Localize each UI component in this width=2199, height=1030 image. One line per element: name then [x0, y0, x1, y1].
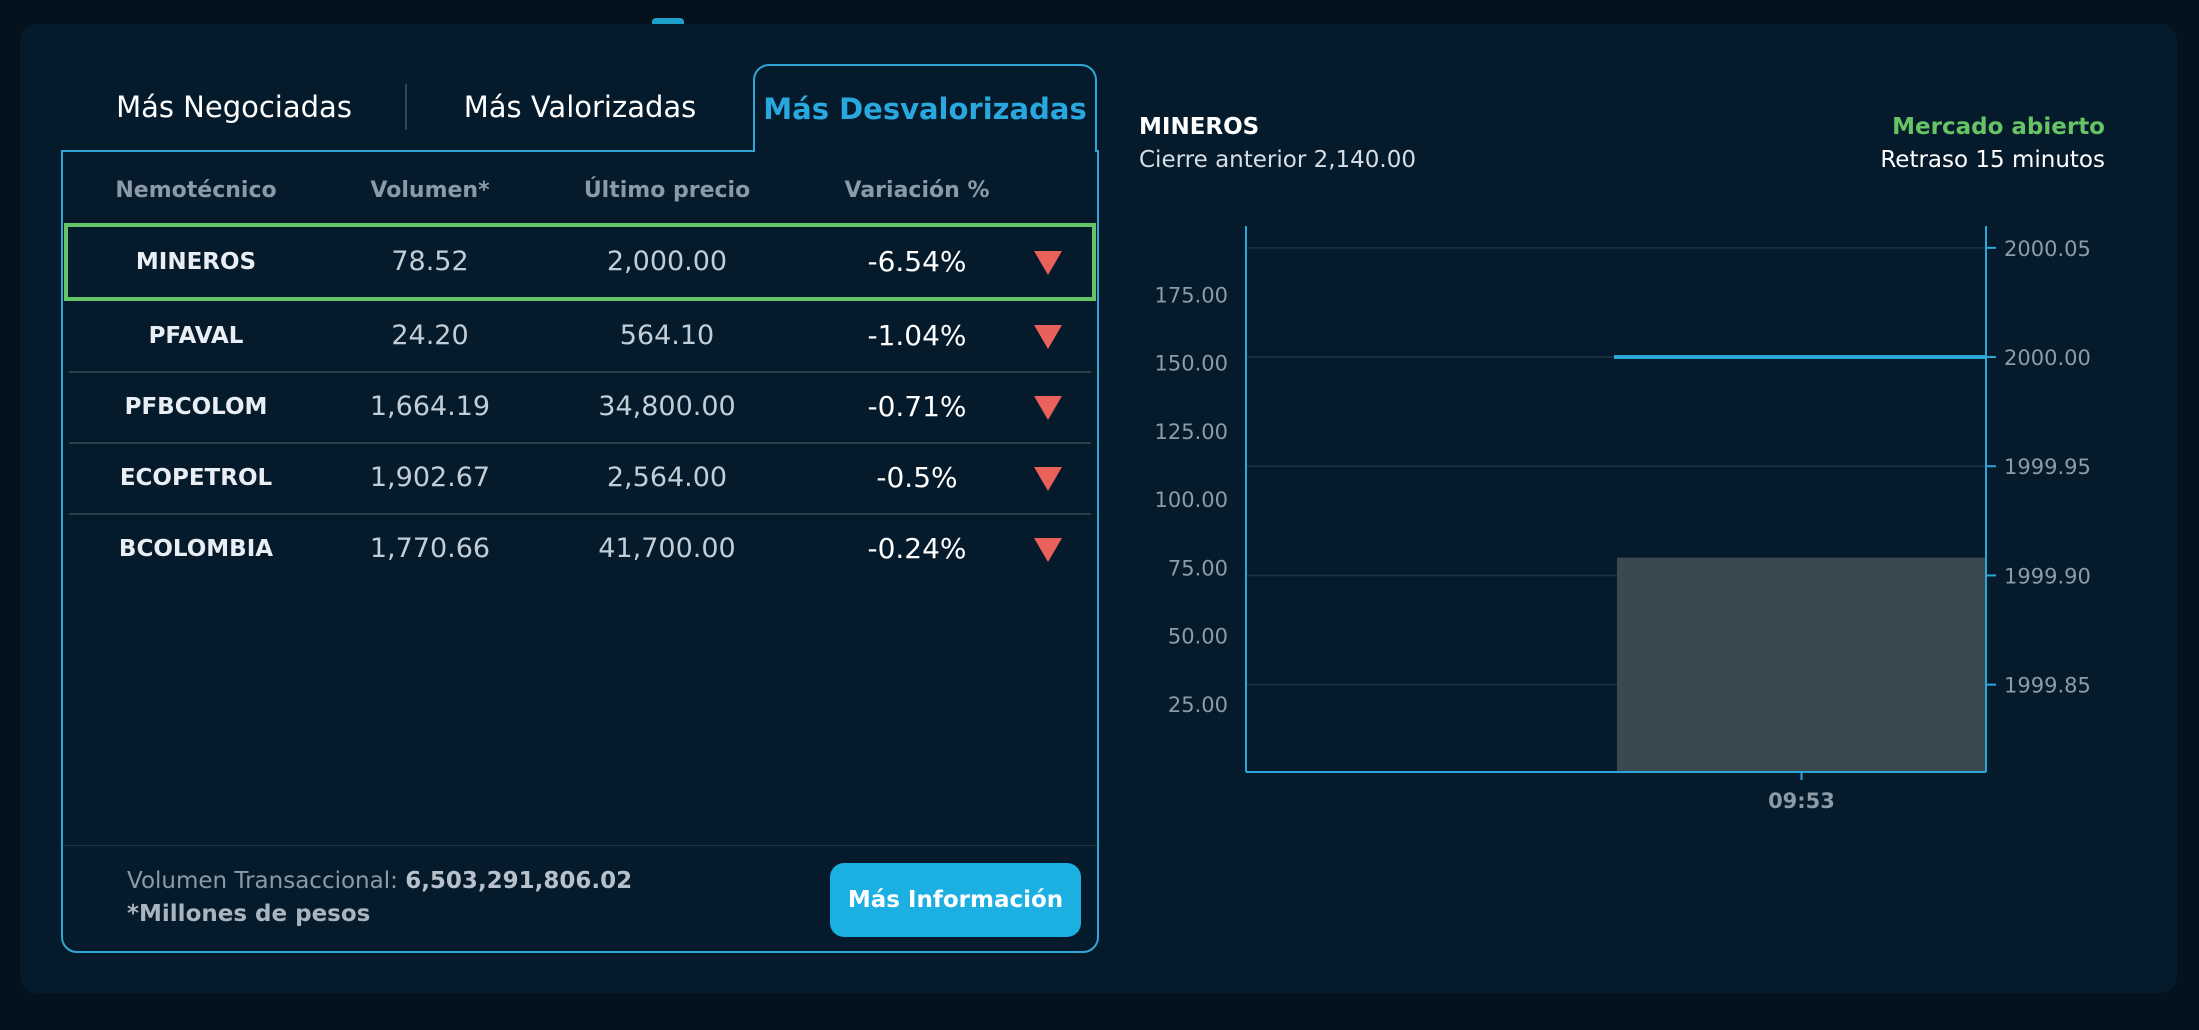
top-indicator	[652, 18, 684, 26]
transaction-volume-label: Volumen Transaccional:	[127, 868, 398, 894]
more-info-button[interactable]: Más Información	[830, 863, 1081, 937]
row-price: 34,800.00	[598, 391, 736, 422]
table-row[interactable]: MINEROS 78.52 2,000.00 -6.54%	[69, 227, 1091, 297]
row-divider	[69, 513, 1091, 515]
right-tick-label: 1999.90	[2004, 564, 2091, 588]
row-price: 41,700.00	[598, 533, 736, 564]
row-price: 2,000.00	[606, 246, 728, 277]
volume-bar	[1617, 557, 1986, 772]
table-row[interactable]: ECOPETROL 1,902.67 2,564.00 -0.5%	[69, 443, 1091, 513]
transaction-volume: Volumen Transaccional: 6,503,291,806.02	[127, 868, 632, 894]
left-tick-label: 150.00	[1155, 352, 1228, 376]
row-price: 564.10	[619, 320, 715, 351]
table-row[interactable]: PFAVAL 24.20 564.10 -1.04%	[69, 301, 1091, 371]
transaction-volume-value: 6,503,291,806.02	[405, 868, 633, 894]
tab-most-traded[interactable]: Más Negociadas	[116, 90, 352, 124]
tab-top-gainers[interactable]: Más Valorizadas	[463, 90, 697, 124]
left-tick-label: 175.00	[1155, 283, 1228, 307]
x-tick-label: 09:53	[1768, 789, 1835, 813]
col-header-change[interactable]: Variación %	[844, 178, 990, 203]
col-header-symbol[interactable]: Nemotécnico	[115, 178, 277, 203]
left-tick-label: 25.00	[1168, 693, 1228, 717]
row-symbol: MINEROS	[135, 249, 257, 275]
data-delay: Retraso 15 minutos	[1880, 147, 2105, 173]
left-tick-label: 125.00	[1155, 420, 1228, 444]
stocks-table-panel	[61, 150, 1099, 953]
right-tick-label: 1999.95	[2004, 455, 2091, 479]
down-arrow-icon	[1034, 467, 1062, 491]
down-arrow-icon	[1034, 325, 1062, 349]
row-symbol: ECOPETROL	[119, 465, 273, 491]
left-tick-label: 100.00	[1155, 488, 1228, 512]
chart-symbol: MINEROS	[1139, 114, 1260, 140]
col-header-volume[interactable]: Volumen*	[370, 178, 490, 203]
row-change: -0.71%	[867, 390, 967, 423]
row-volume: 78.52	[391, 246, 469, 277]
tab-top-losers[interactable]: Más Desvalorizadas	[753, 64, 1097, 152]
row-price: 2,564.00	[606, 462, 728, 493]
row-change: -6.54%	[867, 245, 967, 278]
row-symbol: PFAVAL	[148, 323, 244, 349]
row-change: -1.04%	[867, 319, 967, 352]
table-row[interactable]: PFBCOLOM 1,664.19 34,800.00 -0.71%	[69, 372, 1091, 442]
down-arrow-icon	[1034, 396, 1062, 420]
row-change: -0.5%	[876, 461, 958, 494]
row-volume: 24.20	[391, 320, 469, 351]
footer-divider	[63, 845, 1097, 846]
down-arrow-icon	[1034, 251, 1062, 275]
volume-unit-note: *Millones de pesos	[127, 901, 371, 927]
left-tick-label: 50.00	[1168, 625, 1228, 649]
chart-prev-close: Cierre anterior 2,140.00	[1139, 147, 1417, 173]
row-symbol: BCOLOMBIA	[118, 536, 274, 562]
market-status: Mercado abierto	[1892, 114, 2105, 140]
row-symbol: PFBCOLOM	[124, 394, 268, 420]
left-tick-label: 75.00	[1168, 556, 1228, 580]
col-header-last-price[interactable]: Último precio	[583, 178, 751, 203]
right-tick-label: 2000.05	[2004, 237, 2091, 261]
tab-divider	[405, 84, 407, 130]
down-arrow-icon	[1034, 538, 1062, 562]
row-volume: 1,770.66	[369, 533, 491, 564]
price-volume-chart: 25.00 50.00 75.00 100.00 125.00 150.00 175.00 1…	[1155, 226, 2091, 813]
row-volume: 1,664.19	[369, 391, 491, 422]
row-volume: 1,902.67	[369, 462, 491, 493]
row-divider	[69, 371, 1091, 373]
row-divider	[69, 442, 1091, 444]
right-tick-label: 1999.85	[2004, 674, 2091, 698]
row-change: -0.24%	[867, 532, 967, 565]
table-row[interactable]: BCOLOMBIA 1,770.66 41,700.00 -0.24%	[69, 514, 1091, 584]
table-row-selected[interactable]	[64, 223, 1096, 301]
right-tick-label: 2000.00	[2004, 346, 2091, 370]
